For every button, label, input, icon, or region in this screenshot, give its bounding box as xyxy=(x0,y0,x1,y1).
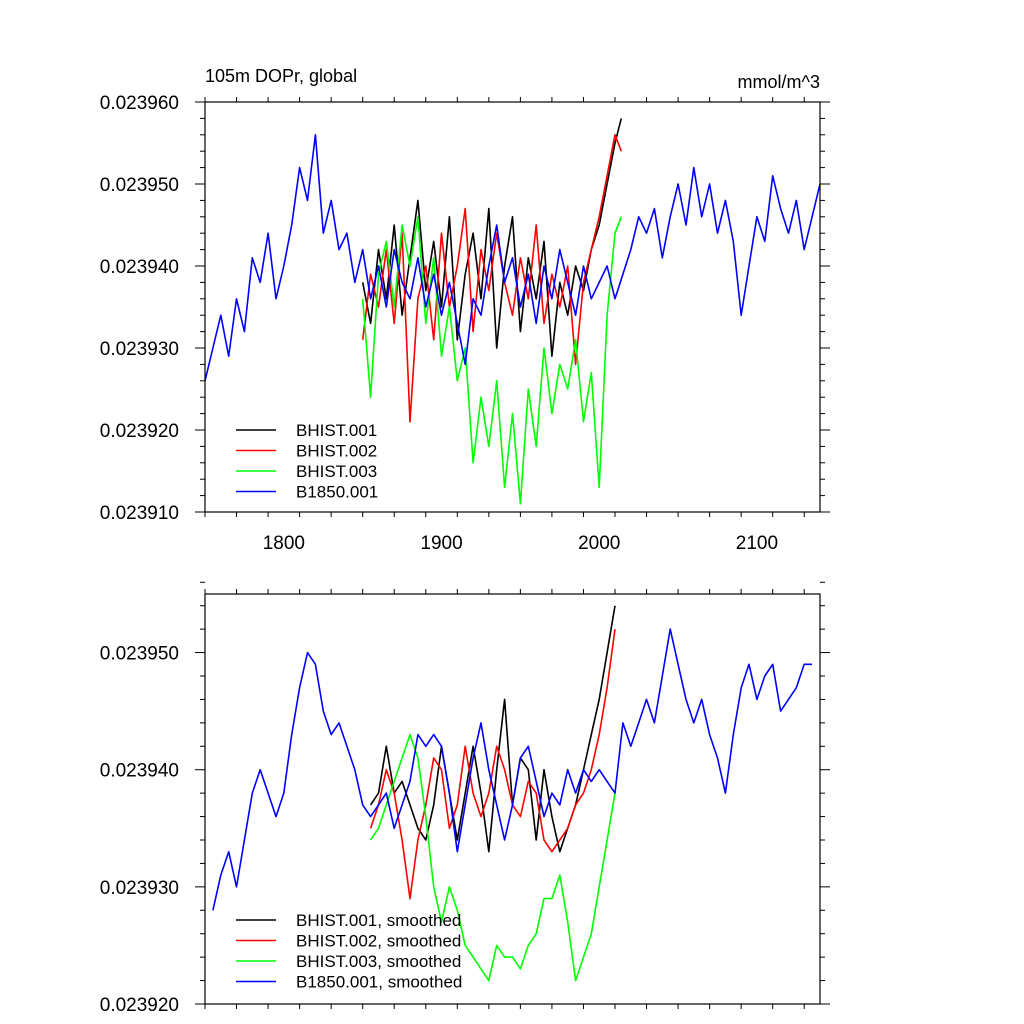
bottom-legend-label: BHIST.003, smoothed xyxy=(296,952,461,971)
top-y-tick-label: 0.023920 xyxy=(100,421,179,442)
bottom-series-lines xyxy=(212,605,813,982)
top-series-b1850-001 xyxy=(205,134,820,381)
top-x-tick-label: 2100 xyxy=(736,533,778,554)
top-y-tick-label: 0.023930 xyxy=(100,339,179,360)
bottom-y-tick-label: 0.023940 xyxy=(100,761,179,782)
top-x-tick-label: 1800 xyxy=(263,533,305,554)
top-panel-units: mmol/m^3 xyxy=(738,72,820,92)
top-x-tick-label: 2000 xyxy=(578,533,620,554)
top-y-tick-label: 0.023950 xyxy=(100,175,179,196)
top-panel: 105m DOPr, global mmol/m^3 1800 1900 2000 2… xyxy=(100,66,830,554)
top-legend-label: BHIST.001 xyxy=(296,421,377,440)
top-series-bhist-001 xyxy=(361,118,623,358)
bottom-panel: 0.023920 0.023930 0.023940 0.023950 BHIST.00… xyxy=(100,581,830,1016)
top-y-tick-label: 0.023940 xyxy=(100,257,179,278)
bottom-legend: BHIST.001, smoothed BHIST.002, smoothedBH… xyxy=(236,911,462,992)
top-legend-label: BHIST.003 xyxy=(296,462,377,481)
bottom-legend-label: BHIST.002, smoothed xyxy=(296,932,461,951)
top-x-tick-label: 1900 xyxy=(420,533,462,554)
bottom-series-b1850-001-smoothed xyxy=(212,628,813,911)
top-y-tick-label: 0.023960 xyxy=(100,93,179,114)
top-series-lines xyxy=(205,118,820,505)
top-plot-frame xyxy=(204,101,821,513)
top-legend-label: B1850.001 xyxy=(296,483,378,502)
bottom-legend-label: B1850.001, smoothed xyxy=(296,973,462,992)
top-panel-title: 105m DOPr, global xyxy=(205,66,357,86)
top-y-tick-label: 0.023910 xyxy=(100,503,179,524)
bottom-series-bhist-003-smoothed xyxy=(369,733,616,982)
bottom-y-tick-label: 0.023930 xyxy=(100,878,179,899)
bottom-y-tick-label: 0.023950 xyxy=(100,644,179,665)
top-series-bhist-003 xyxy=(361,216,623,505)
bottom-plot-frame xyxy=(204,593,821,1005)
bottom-y-tick-label: 0.023920 xyxy=(100,995,179,1016)
bottom-legend-label: BHIST.001, smoothed xyxy=(296,911,461,930)
top-legend-label: BHIST.002 xyxy=(296,442,377,461)
bottom-series-bhist-001-smoothed xyxy=(369,605,616,853)
bottom-series-bhist-002-smoothed xyxy=(369,628,616,900)
top-series-bhist-002 xyxy=(361,134,623,423)
